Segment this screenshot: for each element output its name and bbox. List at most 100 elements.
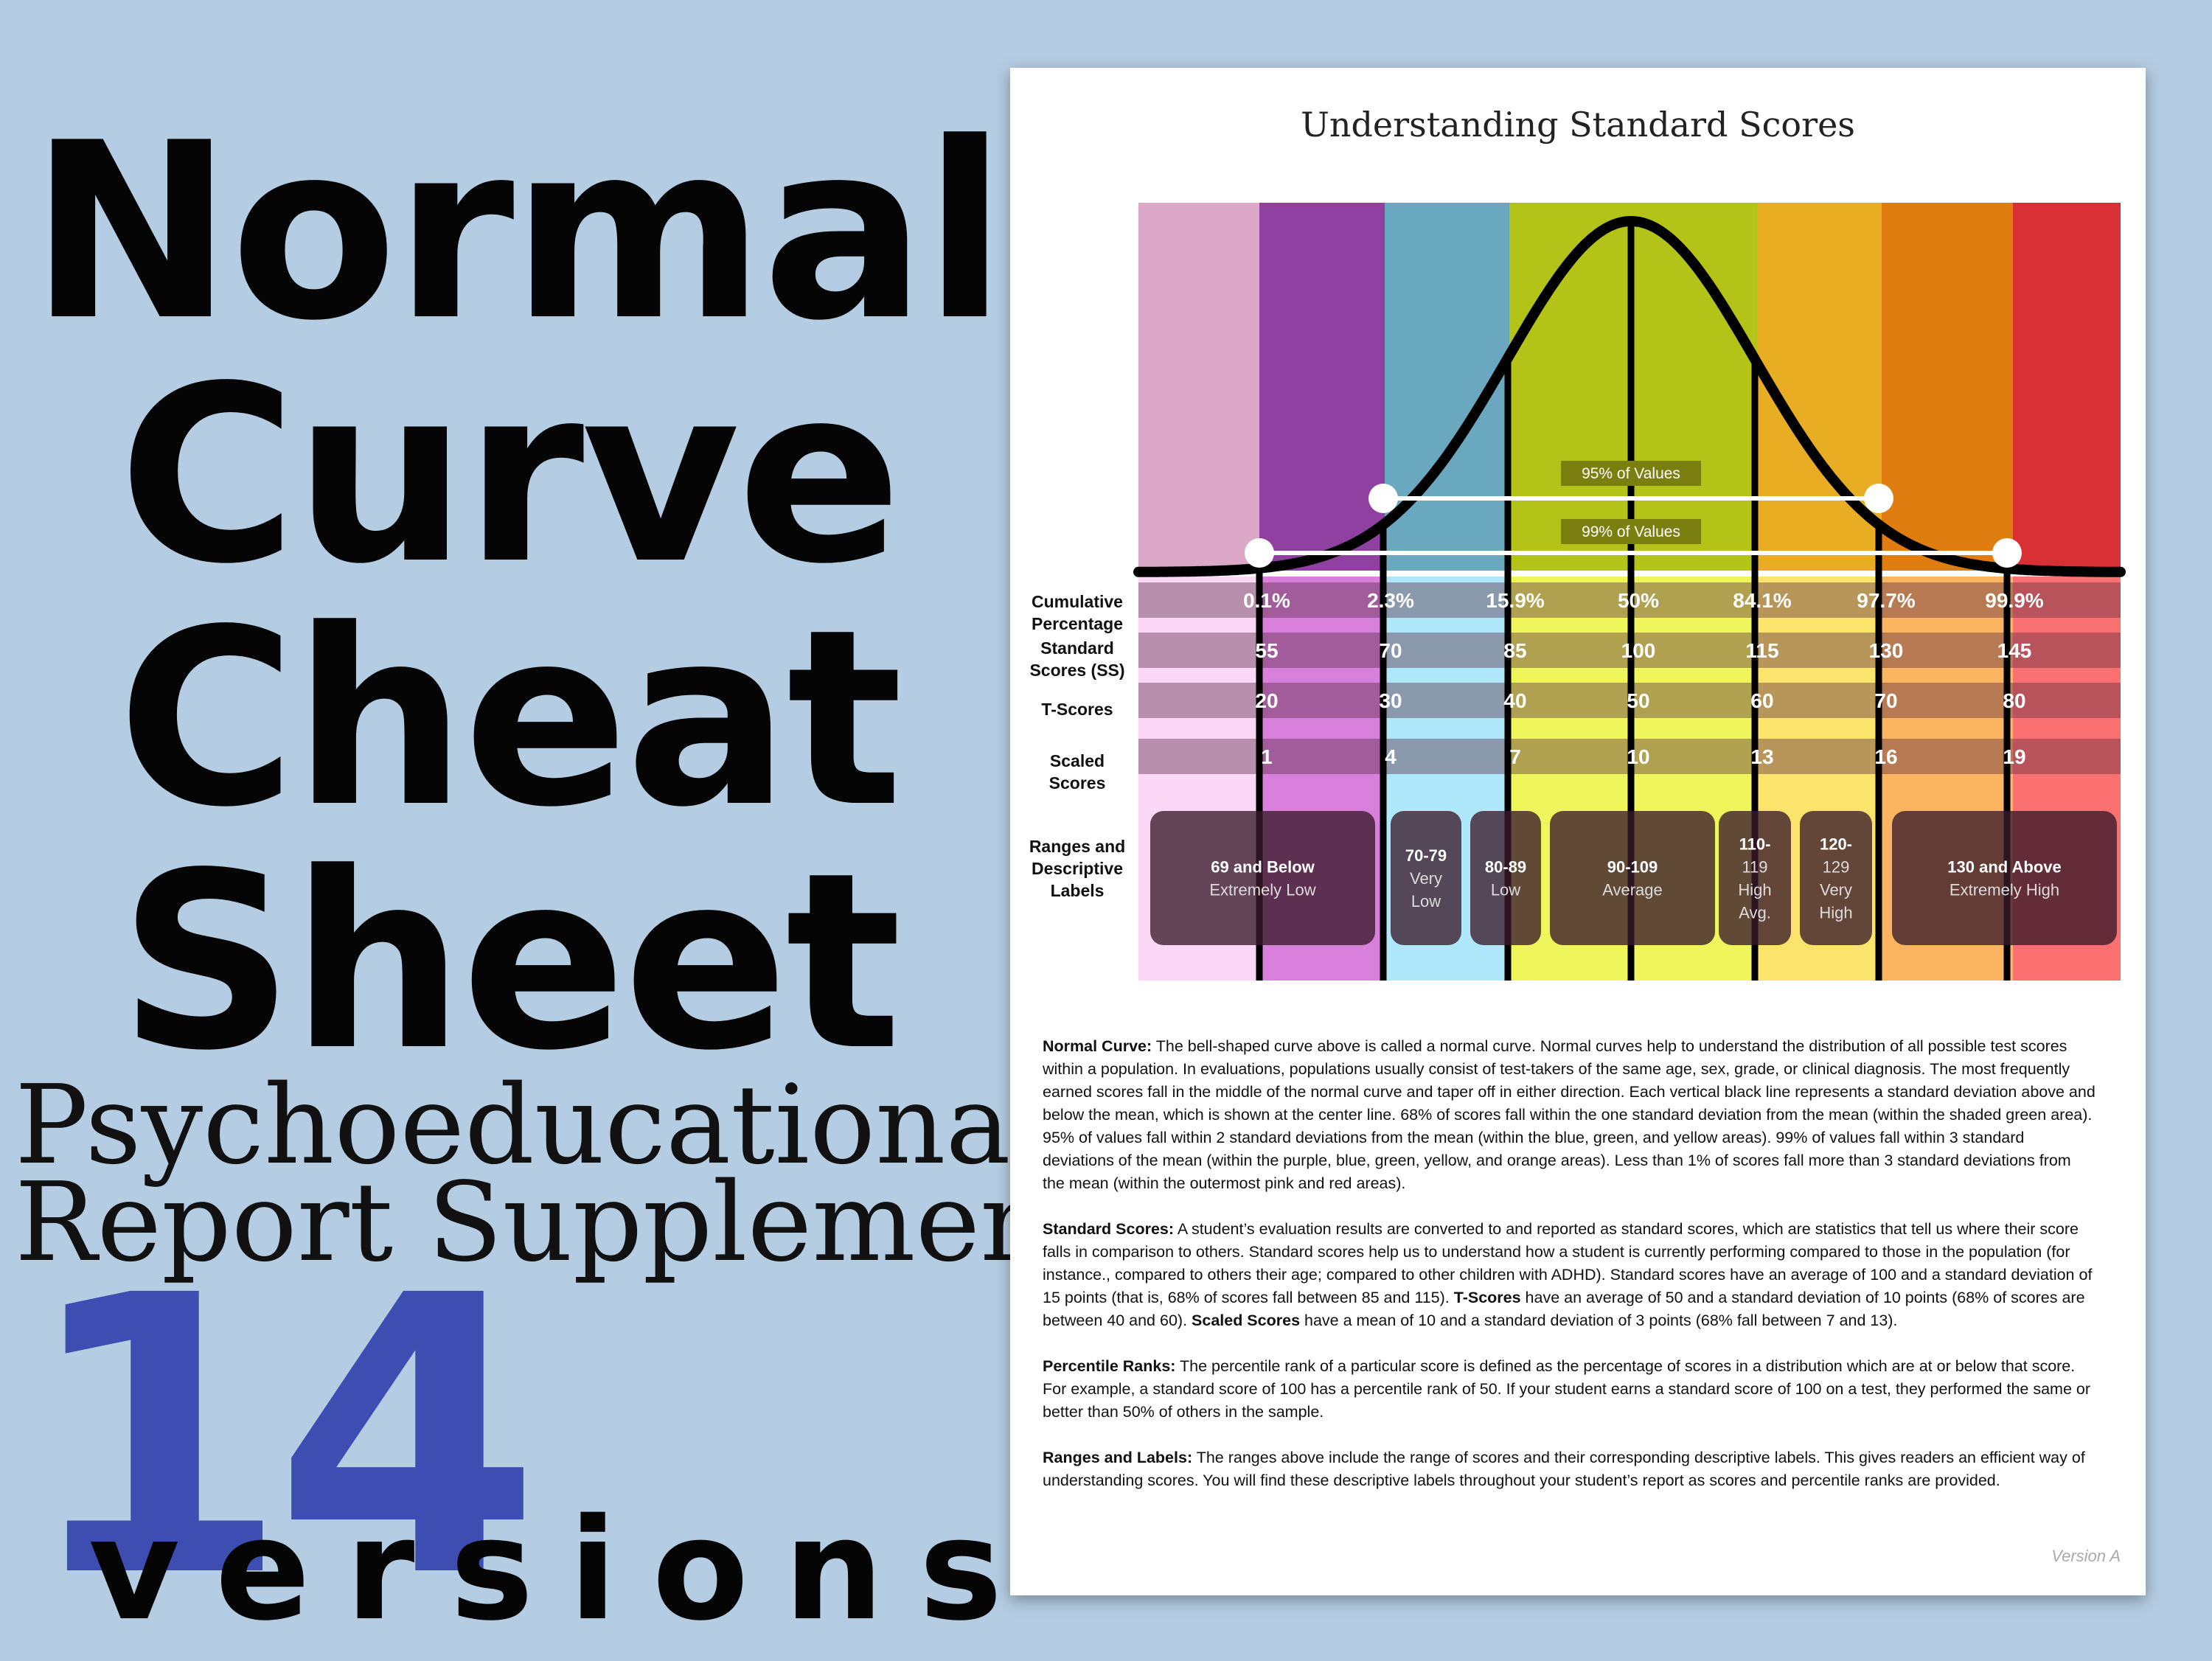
paragraph-heading: Standard Scores: [1043, 1220, 1175, 1238]
scaled-score-value: 19 [2003, 745, 2025, 768]
range-label-text: 130 and Above [1947, 858, 2061, 877]
scaled-score-value: 16 [1874, 745, 1897, 768]
standard-score-value: 55 [1255, 639, 1278, 662]
range-label-text: Very [1410, 869, 1442, 888]
range-label-box [1470, 811, 1541, 945]
range-label-box [1550, 811, 1715, 945]
range-label-text: 69 and Below [1211, 858, 1315, 877]
t-score-value: 20 [1255, 689, 1278, 712]
range-label-text: Avg. [1739, 904, 1771, 922]
score-row-label: Percentage [1032, 614, 1123, 633]
range-label-text: Very [1820, 881, 1852, 899]
cumulative-percentage-value: 99.9% [1985, 589, 2043, 612]
paragraph-text: A student’s evaluation results are conve… [1043, 1220, 2093, 1306]
cumulative-percentage-value: 84.1% [1733, 589, 1791, 612]
promo-title: Normal Curve Cheat Sheet [29, 91, 1006, 1104]
range-label-text: 70-79 [1405, 846, 1447, 865]
scaled-score-value: 1 [1261, 745, 1273, 768]
document-body: Normal Curve: The bell-shaped curve abov… [1043, 1035, 2097, 1515]
t-score-value: 30 [1379, 689, 1402, 712]
chart-band-upper [1882, 203, 2013, 571]
chart-band-upper [2013, 203, 2121, 571]
range-label-box [1892, 811, 2117, 945]
promo-subtitle-line: Psychoeducational [15, 1062, 1046, 1188]
cumulative-percentage-value: 15.9% [1486, 589, 1544, 612]
chart-band-upper [1259, 203, 1385, 571]
version-label: Version A [2051, 1547, 2121, 1565]
cumulative-percentage-value: 50% [1618, 589, 1659, 612]
bracket-label-box [1561, 519, 1701, 544]
scaled-score-value: 7 [1509, 745, 1521, 768]
bracket-endpoint [1368, 484, 1398, 513]
t-score-value: 80 [2003, 689, 2025, 712]
range-label-text: High [1738, 881, 1771, 899]
score-row-label: Scaled [1050, 751, 1105, 770]
cumulative-percentage-value: 2.3% [1367, 589, 1414, 612]
body-paragraph: Normal Curve: The bell-shaped curve abov… [1043, 1035, 2097, 1195]
document-title: Understanding Standard Scores [1301, 105, 1855, 144]
normal-curve-chart: 95% of Values 99% of Values 0.1% 2.3% 15.9% 5… [1029, 203, 2126, 981]
bracket-label-box [1561, 461, 1701, 486]
range-label-text: 119 [1742, 858, 1767, 877]
range-label-text: 110- [1739, 835, 1771, 854]
promo-title-line: Curve [118, 334, 902, 617]
paragraph-heading: Percentile Ranks: [1043, 1357, 1176, 1375]
standard-score-value: 85 [1503, 639, 1526, 662]
body-paragraph: Ranges and Labels: The ranges above incl… [1043, 1446, 2097, 1492]
promo-title-line: Sheet [119, 821, 902, 1104]
t-score-value: 50 [1627, 689, 1649, 712]
body-paragraph: Percentile Ranks: The percentile rank of… [1043, 1355, 2097, 1424]
standard-score-value: 100 [1621, 639, 1656, 662]
promo-title-line: Cheat [117, 577, 902, 860]
promo-subtitle-line: Report Supplement [15, 1159, 1094, 1286]
paragraph-text: The ranges above include the range of sc… [1043, 1449, 2085, 1489]
range-label-text: Average [1602, 881, 1663, 899]
body-paragraph: Standard Scores: A student’s evaluation … [1043, 1218, 2097, 1332]
paragraph-heading: Normal Curve: [1043, 1037, 1152, 1055]
score-row-label: Descriptive [1032, 859, 1123, 878]
paragraph-text: The percentile rank of a particular scor… [1043, 1357, 2090, 1421]
promo-versions-word: versions [88, 1488, 1038, 1651]
t-score-value: 60 [1750, 689, 1773, 712]
score-row-label: Standard [1040, 638, 1114, 658]
scaled-score-value: 10 [1627, 745, 1649, 768]
range-label-box [1800, 811, 1872, 945]
cumulative-percentage-value: 97.7% [1857, 589, 1915, 612]
scaled-score-value: 4 [1385, 745, 1397, 768]
cumulative-percentage-value: 0.1% [1243, 589, 1290, 612]
promo-title-line: Normal [29, 91, 1006, 374]
bracket-label: 95% of Values [1582, 465, 1680, 482]
range-label-box [1150, 811, 1375, 945]
score-row-label: Ranges and [1029, 837, 1125, 856]
standard-score-value: 70 [1379, 639, 1402, 662]
paragraph-text: have an average of 50 and a standard dev… [1043, 1289, 2085, 1329]
score-row-label: Cumulative [1032, 592, 1123, 611]
bracket-label: 99% of Values [1582, 523, 1680, 540]
range-label-box [1719, 811, 1791, 945]
paragraph-heading: T-Scores [1453, 1289, 1521, 1306]
standard-score-value: 145 [1997, 639, 2032, 662]
range-label-text: 129 [1823, 858, 1850, 877]
score-row-label: T-Scores [1041, 700, 1113, 719]
paragraph-text: The bell-shaped curve above is called a … [1043, 1037, 2096, 1192]
standard-score-value: 115 [1745, 639, 1778, 662]
paragraph-text: have a mean of 10 and a standard deviati… [1300, 1312, 1898, 1329]
bracket-endpoint [1864, 484, 1893, 513]
bracket-endpoint [1992, 538, 2022, 568]
score-row-label: Labels [1051, 881, 1105, 900]
paragraph-heading: Ranges and Labels: [1043, 1449, 1193, 1466]
range-label-text: Low [1491, 881, 1520, 899]
range-label-text: Low [1411, 892, 1441, 910]
score-row-label: Scores [1049, 773, 1106, 793]
promo-subtitle: Psychoeducational Report Supplement [15, 1062, 1094, 1286]
range-label-text: 120- [1820, 835, 1852, 854]
paragraph-heading: Scaled Scores [1192, 1312, 1301, 1329]
t-score-value: 40 [1503, 689, 1526, 712]
score-row-label: Scores (SS) [1029, 661, 1124, 680]
range-label-text: 80-89 [1485, 858, 1526, 877]
t-score-value: 70 [1874, 689, 1897, 712]
range-label-text: Extremely Low [1209, 881, 1315, 899]
range-label-box [1391, 811, 1461, 945]
cheat-sheet-page: Understanding Standard Scores 95% of Val… [1010, 68, 2146, 1595]
bracket-endpoint [1245, 538, 1274, 568]
